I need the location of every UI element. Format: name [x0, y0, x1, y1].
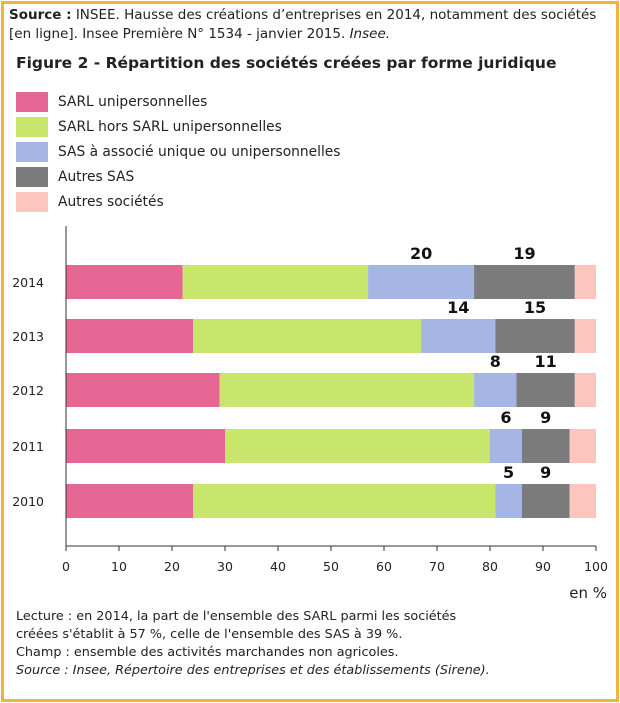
bar-segment [521, 429, 570, 463]
data-label: 15 [524, 298, 546, 317]
bar-segment [474, 373, 517, 407]
figure-title: Figure 2 - Répartition des sociétés créé… [16, 54, 557, 72]
legend-label: Autres sociétés [58, 193, 164, 210]
bar-segment [225, 429, 490, 463]
legend-item: SARL hors SARL unipersonnelles [16, 114, 340, 139]
legend-swatch-autres-sas [16, 166, 48, 187]
legend-item: Autres SAS [16, 164, 340, 189]
bar-segment [474, 265, 575, 299]
data-label: 9 [540, 463, 551, 482]
chart-legend: SARL unipersonnelles SARL hors SARL unip… [16, 89, 340, 214]
bar-segment [574, 265, 596, 299]
x-axis-label: en % [569, 584, 607, 602]
bar-segment [66, 429, 225, 463]
x-tick-label: 90 [535, 559, 551, 574]
data-label: 20 [410, 244, 432, 263]
data-label: 5 [503, 463, 514, 482]
data-label: 8 [490, 352, 501, 371]
legend-swatch-sarl-hors [16, 116, 48, 137]
y-tick-label: 2012 [12, 383, 44, 398]
bar-segment [521, 484, 570, 518]
legend-swatch-sarl-unipersonnelles [16, 91, 48, 112]
legend-item: SARL unipersonnelles [16, 89, 340, 114]
source-italic: Insee. [349, 26, 391, 42]
y-tick-label: 2011 [12, 439, 44, 454]
bar-segment [66, 265, 183, 299]
x-tick-label: 60 [376, 559, 392, 574]
bar-segment [574, 373, 596, 407]
footer-reading-line: créées s'établit à 57 %, celle de l'ense… [16, 627, 403, 642]
legend-label: Autres SAS [58, 168, 135, 185]
y-tick-label: 2013 [12, 329, 44, 344]
bar-segment [574, 319, 596, 353]
bar-segment [66, 373, 220, 407]
bar-segment [66, 319, 194, 353]
data-label: 6 [500, 408, 511, 427]
bar-segment [421, 319, 496, 353]
legend-swatch-autres-societes [16, 191, 48, 212]
x-tick-label: 80 [482, 559, 498, 574]
data-label: 14 [447, 298, 469, 317]
data-label: 9 [540, 408, 551, 427]
bar-segment [193, 319, 422, 353]
legend-item: Autres sociétés [16, 189, 340, 214]
legend-label: SARL unipersonnelles [58, 93, 208, 110]
chart-footer: Lecture : en 2014, la part de l'ensemble… [16, 608, 606, 680]
source-citation: Source : INSEE. Hausse des créations d’e… [9, 6, 605, 44]
x-tick-label: 20 [164, 559, 180, 574]
x-tick-label: 0 [62, 559, 70, 574]
legend-label: SAS à associé unique ou unipersonnelles [58, 143, 341, 160]
bar-segment [368, 265, 475, 299]
data-label: 11 [535, 352, 557, 371]
bar-segment [495, 319, 575, 353]
bar-segment [495, 484, 522, 518]
footer-reading-line: Lecture : en 2014, la part de l'ensemble… [16, 609, 457, 624]
y-tick-label: 2014 [12, 275, 44, 290]
x-tick-label: 10 [111, 559, 127, 574]
footer-source-line: Source : Insee, Répertoire des entrepris… [16, 663, 490, 678]
bar-segment [193, 484, 496, 518]
bar-segment [490, 429, 522, 463]
bar-segment [516, 373, 575, 407]
bar-segment [182, 265, 369, 299]
x-tick-label: 100 [584, 559, 608, 574]
x-tick-label: 70 [429, 559, 445, 574]
data-label: 19 [513, 244, 535, 263]
legend-item: SAS à associé unique ou unipersonnelles [16, 139, 340, 164]
bar-segment [219, 373, 475, 407]
source-text: INSEE. Hausse des créations d’entreprise… [9, 7, 597, 42]
x-tick-label: 40 [270, 559, 286, 574]
x-tick-label: 50 [323, 559, 339, 574]
footer-scope-line: Champ : ensemble des activités marchande… [16, 645, 399, 660]
source-prefix: Source : [9, 7, 72, 23]
legend-swatch-sas-unipersonnelles [16, 141, 48, 162]
bar-segment [569, 484, 596, 518]
legend-label: SARL hors SARL unipersonnelles [58, 118, 282, 135]
y-tick-label: 2010 [12, 494, 44, 509]
x-tick-label: 30 [217, 559, 233, 574]
bar-segment [569, 429, 596, 463]
bar-segment [66, 484, 194, 518]
